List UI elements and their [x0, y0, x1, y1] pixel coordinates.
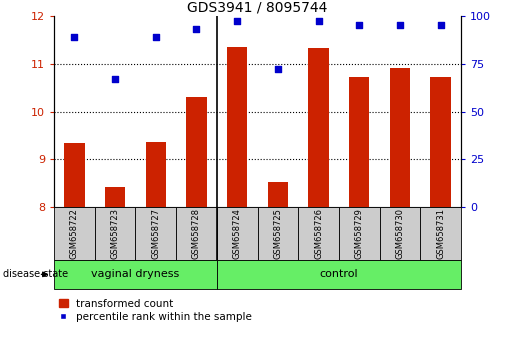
Bar: [54, 260, 217, 289]
Bar: [258, 207, 298, 260]
Bar: [431, 77, 451, 207]
Point: [314, 18, 322, 23]
Text: vaginal dryness: vaginal dryness: [91, 269, 180, 279]
Point: [436, 22, 444, 27]
Text: GSM658724: GSM658724: [233, 208, 242, 259]
Bar: [339, 207, 380, 260]
Bar: [268, 182, 288, 207]
Bar: [227, 47, 247, 207]
Bar: [380, 207, 420, 260]
Bar: [298, 207, 339, 260]
Bar: [349, 77, 369, 207]
Text: control: control: [319, 269, 358, 279]
Point: [396, 22, 404, 27]
Text: disease state: disease state: [3, 269, 67, 279]
Bar: [390, 68, 410, 207]
Point: [355, 22, 363, 27]
Point: [111, 76, 119, 82]
Bar: [217, 260, 461, 289]
Point: [70, 35, 78, 40]
Text: GSM658729: GSM658729: [355, 208, 364, 259]
Bar: [95, 207, 135, 260]
Text: GSM658727: GSM658727: [151, 208, 160, 259]
Legend: transformed count, percentile rank within the sample: transformed count, percentile rank withi…: [59, 299, 252, 322]
Point: [233, 18, 241, 23]
Bar: [146, 142, 166, 207]
Point: [274, 67, 282, 72]
Text: GSM658722: GSM658722: [70, 208, 79, 259]
Text: GSM658726: GSM658726: [314, 208, 323, 259]
Text: GSM658725: GSM658725: [273, 208, 282, 259]
Text: GSM658723: GSM658723: [111, 208, 119, 259]
Bar: [420, 207, 461, 260]
Point: [151, 35, 160, 40]
Bar: [186, 97, 207, 207]
Bar: [54, 207, 95, 260]
Bar: [308, 48, 329, 207]
Bar: [217, 207, 258, 260]
Title: GDS3941 / 8095744: GDS3941 / 8095744: [187, 1, 328, 15]
Bar: [135, 207, 176, 260]
Bar: [64, 143, 84, 207]
Text: GSM658731: GSM658731: [436, 208, 445, 259]
Bar: [105, 187, 125, 207]
Text: GSM658730: GSM658730: [396, 208, 404, 259]
Text: GSM658728: GSM658728: [192, 208, 201, 259]
Bar: [176, 207, 217, 260]
Point: [192, 27, 200, 32]
